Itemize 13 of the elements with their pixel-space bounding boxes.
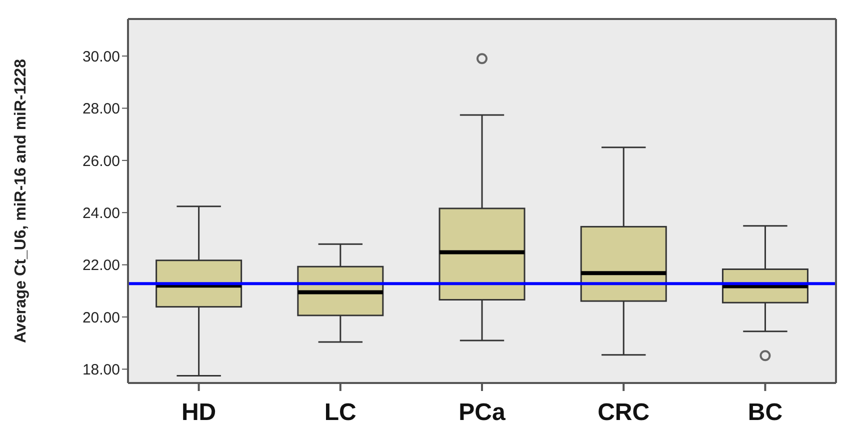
x-tick-label: HD: [181, 399, 216, 426]
x-tick-label: BC: [748, 399, 783, 426]
y-tick-label: 18.00: [82, 361, 120, 378]
y-tick-label: 24.00: [82, 204, 120, 222]
y-axis-title: Average Ct_U6, miR-16 and miR-1228: [12, 58, 30, 343]
x-tick-label: PCa: [458, 399, 506, 426]
y-tick-label: 30.00: [82, 48, 120, 66]
x-tick-label: CRC: [598, 399, 650, 426]
y-tick-label: 28.00: [82, 100, 120, 118]
y-tick-label: 26.00: [82, 152, 120, 170]
y-tick-label: 20.00: [82, 309, 120, 326]
y-tick-label: 22.00: [82, 257, 120, 274]
x-tick-label: LC: [324, 399, 356, 426]
